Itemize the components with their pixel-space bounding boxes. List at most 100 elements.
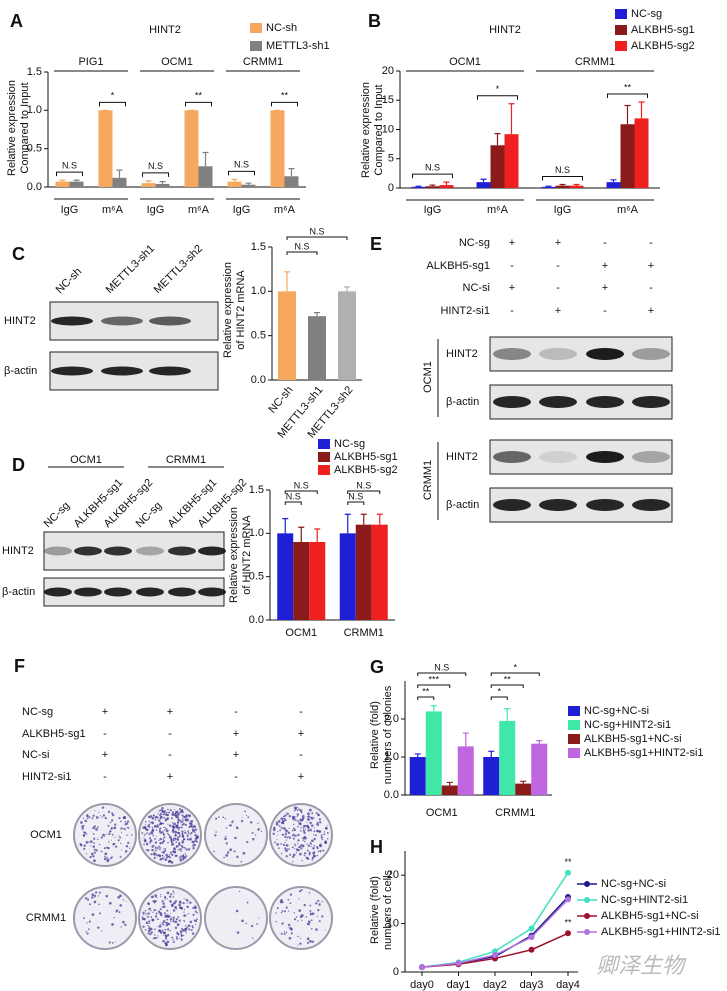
colony: [222, 816, 225, 819]
bar: [541, 186, 556, 188]
row-label: OCM1: [30, 829, 62, 841]
colony: [272, 826, 276, 830]
blot-band: [51, 366, 93, 376]
significance-label: N.S: [356, 480, 371, 490]
colony: [281, 922, 284, 925]
colony: [306, 922, 309, 925]
y-tick-label: 15: [382, 94, 394, 106]
condition-sign: +: [233, 728, 239, 740]
error-bar: [462, 732, 469, 747]
colony: [291, 815, 294, 818]
colony: [180, 934, 183, 938]
colony: [294, 844, 297, 847]
colony: [141, 832, 143, 834]
colony: [302, 828, 305, 830]
colony: [178, 900, 182, 903]
colony: [88, 841, 90, 843]
colony: [173, 813, 177, 816]
colony: [159, 837, 162, 841]
colony: [254, 834, 257, 836]
colony: [288, 910, 290, 912]
colony: [309, 904, 312, 907]
x-tick-label: OCM1: [426, 807, 458, 819]
colony: [292, 861, 294, 863]
colony: [277, 830, 279, 833]
colony: [131, 834, 133, 836]
colony: [301, 812, 303, 814]
legend-label: NC-sg+NC-si: [584, 705, 649, 717]
colony: [236, 855, 239, 859]
colony: [326, 832, 329, 834]
colony: [293, 809, 296, 812]
colony: [284, 847, 287, 850]
row-label: HINT2: [446, 451, 478, 463]
colony: [83, 917, 85, 920]
point: [565, 896, 571, 903]
x-tick-label: NC-sh: [266, 384, 295, 416]
colony: [156, 847, 159, 850]
colony: [182, 902, 185, 905]
colony: [102, 833, 105, 837]
colony: [158, 814, 161, 817]
colony: [300, 847, 303, 850]
condition-sign: -: [234, 706, 238, 718]
colony: [163, 848, 165, 850]
colony: [173, 892, 175, 894]
colony: [192, 926, 195, 929]
group-label: CRMM1: [166, 454, 206, 466]
condition-sign: +: [602, 282, 608, 294]
colony: [317, 899, 320, 903]
colony: [316, 915, 319, 917]
colony: [304, 852, 307, 855]
colony: [156, 918, 159, 921]
colony: [94, 809, 96, 812]
colony: [182, 811, 184, 814]
colony: [160, 847, 162, 849]
colony: [309, 909, 312, 912]
error-bar: [446, 781, 453, 786]
colony: [157, 813, 159, 815]
blot-band: [168, 546, 196, 556]
colony: [179, 848, 182, 851]
colony: [192, 825, 196, 828]
legend-marker: [584, 913, 590, 919]
colony: [86, 815, 89, 818]
colony: [172, 890, 175, 892]
colony: [166, 940, 170, 944]
colony: [115, 845, 118, 848]
colony: [236, 827, 239, 830]
colony: [289, 902, 292, 904]
colony: [170, 913, 172, 915]
colony: [293, 918, 297, 921]
colony: [98, 903, 100, 906]
colony: [161, 906, 164, 908]
row-label: β-actin: [446, 499, 479, 511]
colony: [169, 824, 172, 827]
colony: [152, 817, 154, 819]
x-tick-label: IgG: [61, 204, 79, 216]
bar: [371, 524, 388, 620]
colony: [109, 830, 112, 833]
colony: [178, 902, 181, 904]
colony: [145, 912, 147, 915]
colony: [149, 841, 152, 844]
colony: [151, 895, 154, 899]
x-tick-label: day1: [447, 979, 471, 991]
colony: [142, 925, 145, 928]
colony: [245, 922, 247, 925]
colony: [313, 837, 316, 841]
colony: [158, 830, 161, 832]
significance-bracket: [417, 696, 435, 700]
colony: [247, 816, 250, 819]
colony: [298, 909, 302, 912]
colony: [283, 910, 287, 913]
colony: [162, 838, 165, 840]
legend-marker: [584, 881, 590, 887]
error-bar: [545, 185, 552, 187]
error-bar: [145, 180, 152, 184]
colony: [91, 896, 94, 899]
colony: [171, 853, 174, 856]
colony: [184, 853, 187, 855]
condition-sign: +: [167, 771, 173, 783]
bar: [490, 145, 505, 188]
